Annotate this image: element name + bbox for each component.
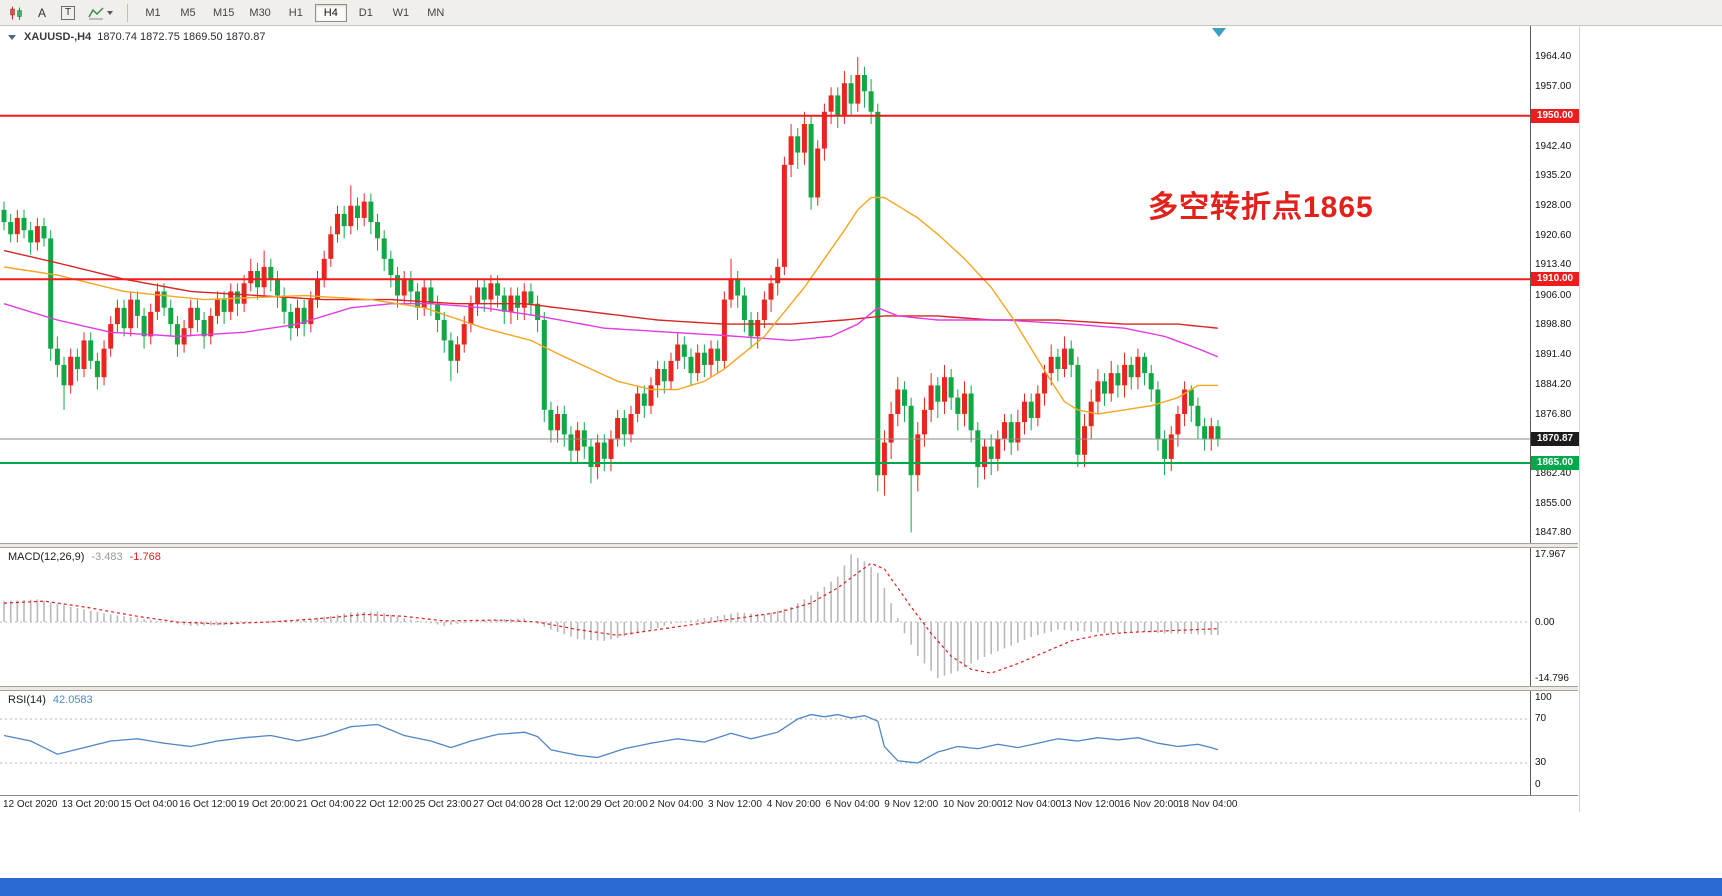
time-label: 16 Nov 20:00 [1119, 799, 1179, 810]
macd-label: MACD(12,26,9) [8, 551, 85, 563]
time-label: 29 Oct 20:00 [590, 799, 648, 810]
time-axis[interactable]: 12 Oct 2020 13 Oct 20:00 15 Oct 04:00 16 Oc… [0, 795, 1578, 812]
price-level-badge: 1910.00 [1531, 272, 1579, 287]
price-tick: 1964.40 [1535, 51, 1572, 63]
time-label: 28 Oct 12:00 [531, 799, 590, 810]
time-label: 21 Oct 04:00 [296, 799, 355, 810]
price-tick: 1913.40 [1535, 259, 1572, 271]
time-label: 25 Oct 23:00 [414, 799, 472, 810]
timeframe-group: M1 M5 M15 M30 H1 H4 D1 W1 MN [137, 3, 452, 22]
text-label-tool-label: A [37, 5, 46, 20]
time-label: 12 Nov 04:00 [1001, 799, 1062, 810]
time-label: 22 Oct 12:00 [355, 799, 413, 810]
candlestick-chart-icon [10, 6, 22, 20]
price-tick: 1884.20 [1535, 378, 1572, 390]
price-tick: 1935.20 [1535, 170, 1572, 182]
time-label: 13 Oct 20:00 [61, 799, 120, 810]
timeframe-button-m30[interactable]: M30 [249, 6, 271, 19]
time-label: 6 Nov 04:00 [825, 799, 880, 810]
rsi-tick: 70 [1535, 713, 1547, 724]
dropdown-caret-icon [106, 10, 113, 15]
toolbar-separator [127, 3, 128, 22]
price-chart[interactable] [0, 26, 1530, 543]
text-box-tool-label: T [60, 5, 76, 20]
rsi-chart[interactable] [0, 691, 1530, 795]
symbol-title: XAUUSD-,H4 [24, 31, 92, 43]
rsi-tick: 0 [1535, 779, 1541, 790]
bottom-taskbar[interactable] [0, 878, 1722, 896]
text-box-tool-button[interactable]: T [56, 2, 80, 24]
macd-signal-value: -1.768 [129, 551, 161, 563]
time-label: 9 Nov 12:00 [884, 799, 939, 810]
panel-separator[interactable] [0, 543, 1578, 548]
time-label: 2 Nov 04:00 [649, 799, 704, 810]
toolbar: A T M1 M5 M15 M30 H1 H4 D1 W1 MN [0, 0, 1722, 26]
price-level-badge: 1950.00 [1531, 108, 1579, 123]
rsi-tick: 100 [1535, 692, 1552, 703]
rsi-axis[interactable]: 100 70 30 0 [1530, 691, 1578, 795]
symbol-dropdown-icon [8, 34, 16, 40]
timeframe-button-m1[interactable]: M1 [145, 6, 161, 19]
chart-shift-marker-icon[interactable] [1212, 28, 1226, 37]
timeframe-button-h1[interactable]: H1 [288, 6, 303, 19]
rsi-panel: RSI(14) 42.0583 100 70 30 0 [0, 691, 1578, 795]
time-label: 16 Oct 12:00 [179, 799, 237, 810]
price-tick: 1928.00 [1535, 199, 1572, 211]
time-label: 3 Nov 12:00 [708, 799, 762, 810]
timeframe-button-h4[interactable]: H4 [314, 3, 347, 22]
macd-tick: 0.00 [1535, 617, 1555, 628]
macd-chart[interactable] [0, 548, 1530, 686]
time-label: 10 Nov 20:00 [943, 799, 1003, 810]
macd-tick: -14.796 [1535, 673, 1569, 684]
time-label: 13 Nov 12:00 [1060, 799, 1121, 810]
price-tick: 1855.00 [1535, 497, 1572, 509]
chart-window: XAUUSD-,H4 1870.74 1872.75 1869.50 1870.… [0, 26, 1580, 812]
timeframe-button-w1[interactable]: W1 [392, 6, 410, 19]
price-panel: XAUUSD-,H4 1870.74 1872.75 1869.50 1870.… [0, 26, 1579, 543]
price-tick: 1957.00 [1535, 81, 1572, 93]
price-axis[interactable]: 1964.40 1957.00 1942.40 1935.20 1928.00 1920.… [1530, 26, 1579, 543]
timeframe-button-m5[interactable]: M5 [180, 6, 196, 19]
chart-annotation-text[interactable]: 多空转折点1865 [1148, 191, 1374, 224]
indicator-line-icon [87, 7, 103, 19]
time-label: 27 Oct 04:00 [473, 799, 531, 810]
macd-tick: 17.967 [1535, 549, 1566, 560]
timeframe-button-mn[interactable]: MN [427, 6, 445, 19]
rsi-label-row: RSI(14) 42.0583 [8, 694, 93, 706]
chart-type-button[interactable] [4, 2, 28, 24]
timeframe-button-m15[interactable]: M15 [213, 6, 235, 19]
price-tick: 1898.80 [1535, 318, 1572, 330]
indicators-button[interactable] [82, 2, 118, 24]
current-price-badge: 1870.87 [1531, 431, 1579, 446]
symbol-info-bar[interactable]: XAUUSD-,H4 1870.74 1872.75 1869.50 1870.… [8, 31, 265, 43]
symbol-ohlc-values: 1870.74 1872.75 1869.50 1870.87 [97, 31, 266, 43]
time-label: 18 Nov 04:00 [1178, 799, 1238, 810]
time-label: 19 Oct 20:00 [238, 799, 296, 810]
rsi-value: 42.0583 [52, 694, 93, 706]
time-label: 15 Oct 04:00 [120, 799, 178, 810]
rsi-label: RSI(14) [8, 694, 46, 706]
price-tick: 1847.80 [1535, 527, 1572, 539]
price-tick: 1942.40 [1535, 140, 1572, 152]
macd-label-row: MACD(12,26,9) -3.483 -1.768 [8, 551, 161, 563]
macd-main-value: -3.483 [91, 551, 123, 563]
macd-panel: MACD(12,26,9) -3.483 -1.768 17.967 0.00 -1… [0, 548, 1578, 686]
time-label: 4 Nov 20:00 [766, 799, 821, 810]
text-label-tool-button[interactable]: A [30, 2, 54, 24]
price-tick: 1891.40 [1535, 349, 1572, 361]
price-tick: 1906.00 [1535, 289, 1572, 301]
price-tick: 1876.80 [1535, 408, 1572, 420]
price-tick: 1862.40 [1535, 467, 1572, 479]
time-label: 12 Oct 2020 [3, 799, 58, 810]
timeframe-button-d1[interactable]: D1 [358, 6, 373, 19]
price-tick: 1920.60 [1535, 229, 1572, 241]
panel-separator[interactable] [0, 686, 1578, 691]
macd-axis[interactable]: 17.967 0.00 -14.796 [1530, 548, 1578, 686]
rsi-tick: 30 [1535, 757, 1547, 768]
price-level-badge: 1865.00 [1531, 455, 1579, 470]
